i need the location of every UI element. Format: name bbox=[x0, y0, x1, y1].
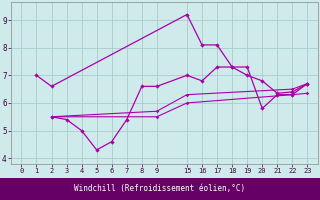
Text: Windchill (Refroidissement éolien,°C): Windchill (Refroidissement éolien,°C) bbox=[75, 184, 245, 194]
